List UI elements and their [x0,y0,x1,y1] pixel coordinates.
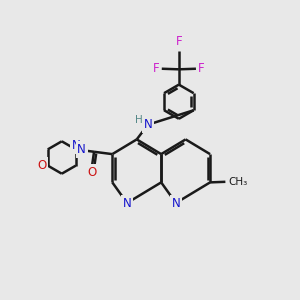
Text: O: O [87,166,96,179]
Text: N: N [71,140,80,152]
Text: CH₃: CH₃ [228,177,248,187]
Text: N: N [77,143,86,156]
Text: H: H [135,115,142,125]
Text: N: N [123,197,131,210]
Text: O: O [37,159,46,172]
Text: F: F [198,62,205,75]
Text: N: N [172,197,180,210]
Text: F: F [176,34,182,47]
Text: F: F [153,62,159,75]
Text: N: N [144,118,152,131]
